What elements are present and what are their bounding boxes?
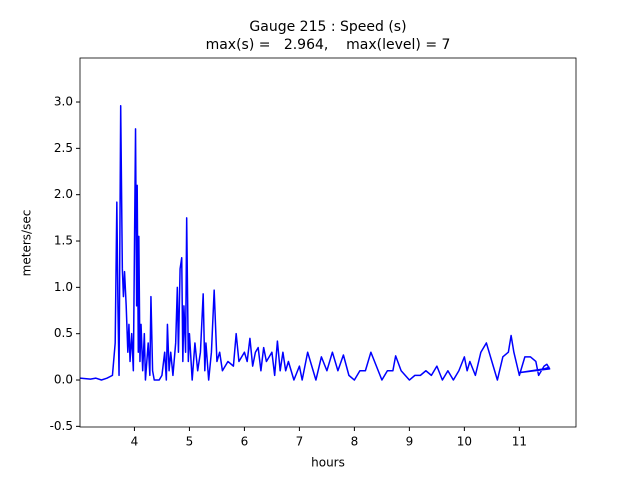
chart-subtitle: max(s) = 2.964, max(level) = 7 <box>206 37 451 53</box>
x-tick-label: 7 <box>296 435 304 449</box>
x-tick-label: 4 <box>131 435 139 449</box>
y-axis-label: meters/sec <box>20 210 34 277</box>
chart-title: Gauge 215 : Speed (s) <box>249 19 406 35</box>
data-line <box>80 104 551 381</box>
x-tick-label: 6 <box>241 435 249 449</box>
x-tick-label: 8 <box>351 435 359 449</box>
y-tick-label: 1.0 <box>54 280 73 294</box>
x-axis-label: hours <box>311 456 345 470</box>
y-tick-label: 1.5 <box>54 234 73 248</box>
x-tick-label: 11 <box>512 435 527 449</box>
y-tick-label: -0.5 <box>50 419 73 433</box>
y-tick-label: 2.5 <box>54 141 73 155</box>
plot-frame <box>79 57 577 428</box>
x-tick-label: 9 <box>406 435 414 449</box>
y-tick-label: 3.0 <box>54 95 73 109</box>
y-tick-label: 0.0 <box>54 373 73 387</box>
y-tick-label: 0.5 <box>54 326 73 340</box>
x-tick-label: 5 <box>186 435 194 449</box>
y-tick-label: 2.0 <box>54 187 73 201</box>
x-tick-label: 10 <box>457 435 472 449</box>
